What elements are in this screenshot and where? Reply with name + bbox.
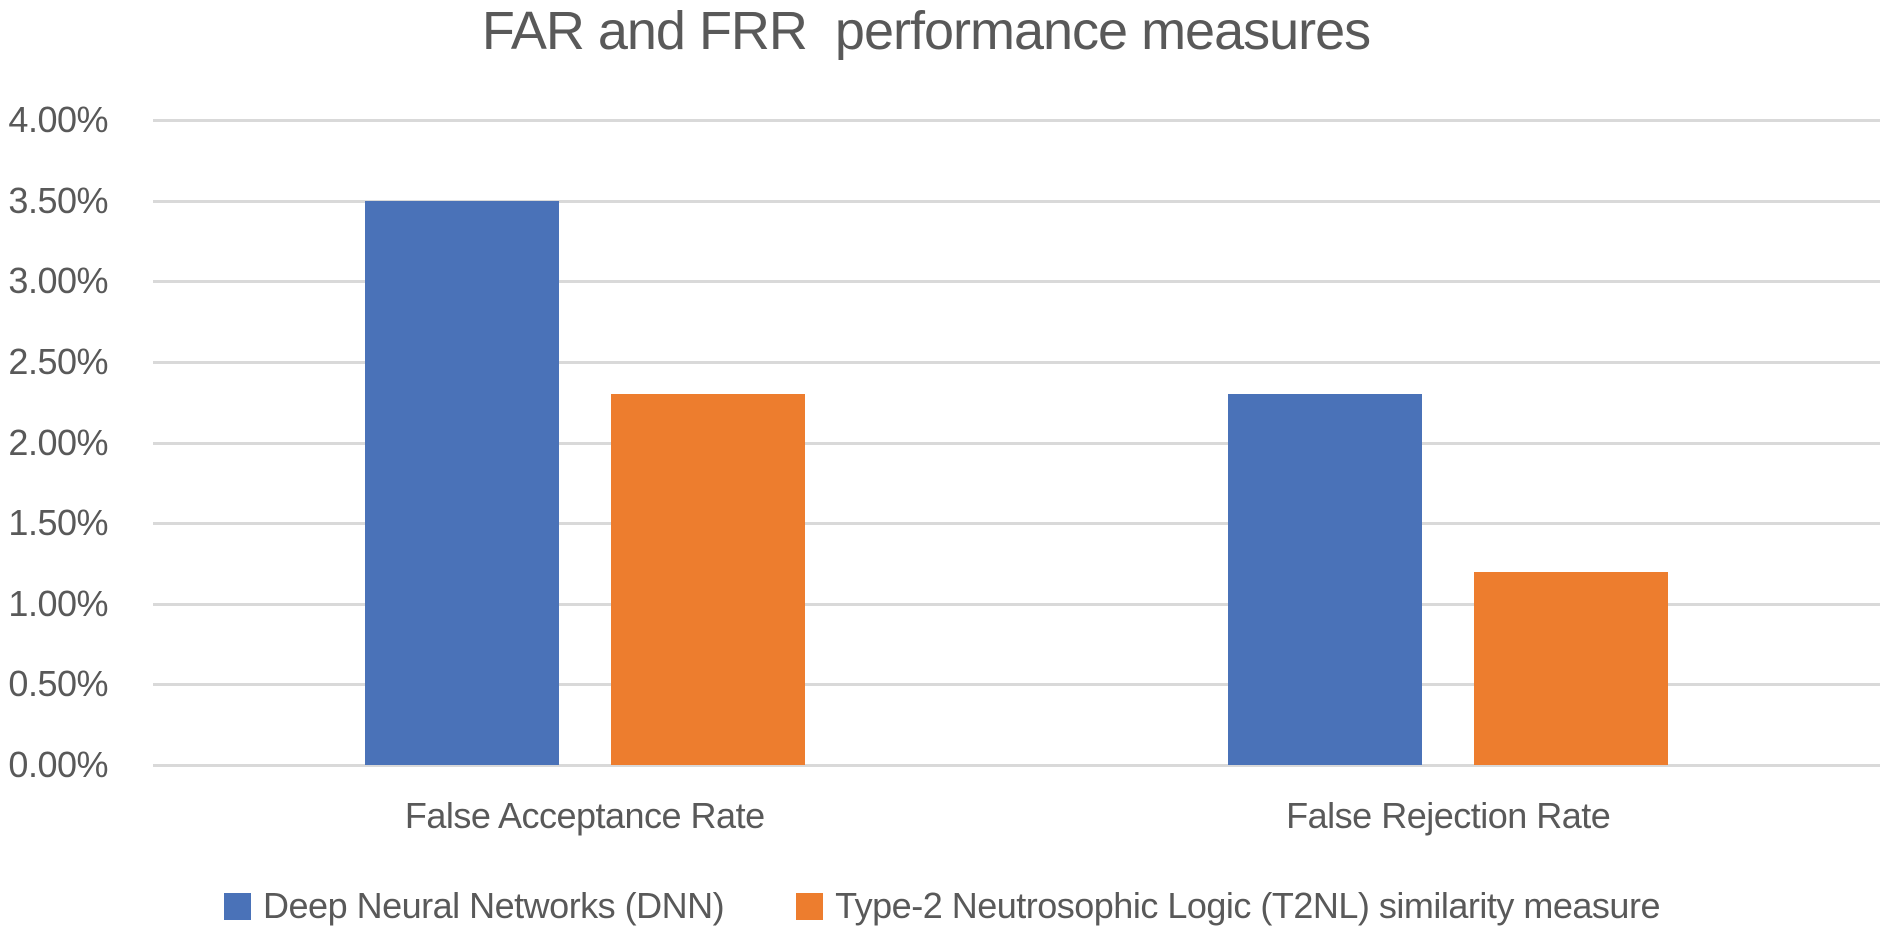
x-axis-line xyxy=(153,764,1880,767)
bar-false-acceptance-rate-deep-neural-networks xyxy=(364,200,559,765)
bar-false-rejection-rate-deep-neural-networks xyxy=(1228,394,1423,765)
y-tick-label: 2.50% xyxy=(8,340,108,382)
gridline xyxy=(153,603,1880,606)
y-tick-label: 2.00% xyxy=(8,421,108,463)
x-axis-label-false-acceptance-rate: False Acceptance Rate xyxy=(404,795,765,836)
legend-swatch-icon xyxy=(796,892,824,920)
gridline xyxy=(153,119,1880,122)
legend-label: Deep Neural Networks (DNN) xyxy=(263,885,725,926)
bar-false-rejection-rate-type-2-neutrosophic xyxy=(1474,571,1669,765)
gridline xyxy=(153,522,1880,525)
y-tick-label: 1.50% xyxy=(8,502,108,544)
gridline xyxy=(153,361,1880,364)
gridline xyxy=(153,683,1880,686)
legend-entry-deep-neural-networks: Deep Neural Networks (DNN) xyxy=(224,885,725,926)
y-tick-label: 3.00% xyxy=(8,260,108,302)
x-axis-label-false-rejection-rate: False Rejection Rate xyxy=(1286,795,1611,836)
gridline xyxy=(153,200,1880,203)
y-tick-label: 1.00% xyxy=(8,582,108,624)
plot-area xyxy=(153,119,1880,767)
legend: Deep Neural Networks (DNN) Type-2 Neutros… xyxy=(0,886,1884,926)
y-tick-label: 0.00% xyxy=(8,744,108,785)
gridline xyxy=(153,442,1880,445)
chart-title: FAR and FRR performance measures xyxy=(481,1,1371,61)
gridline xyxy=(153,280,1880,283)
legend-label: Type-2 Neutrosophic Logic (T2NL) similar… xyxy=(835,885,1660,926)
y-tick-label: 3.50% xyxy=(8,179,108,221)
y-tick-label: 0.50% xyxy=(8,663,108,705)
legend-swatch-icon xyxy=(224,892,252,920)
y-tick-label: 4.00% xyxy=(8,99,108,140)
legend-entry-type-2-neutrosophic: Type-2 Neutrosophic Logic (T2NL) similar… xyxy=(796,886,1660,926)
bar-false-acceptance-rate-type-2-neutrosophic xyxy=(610,394,805,765)
